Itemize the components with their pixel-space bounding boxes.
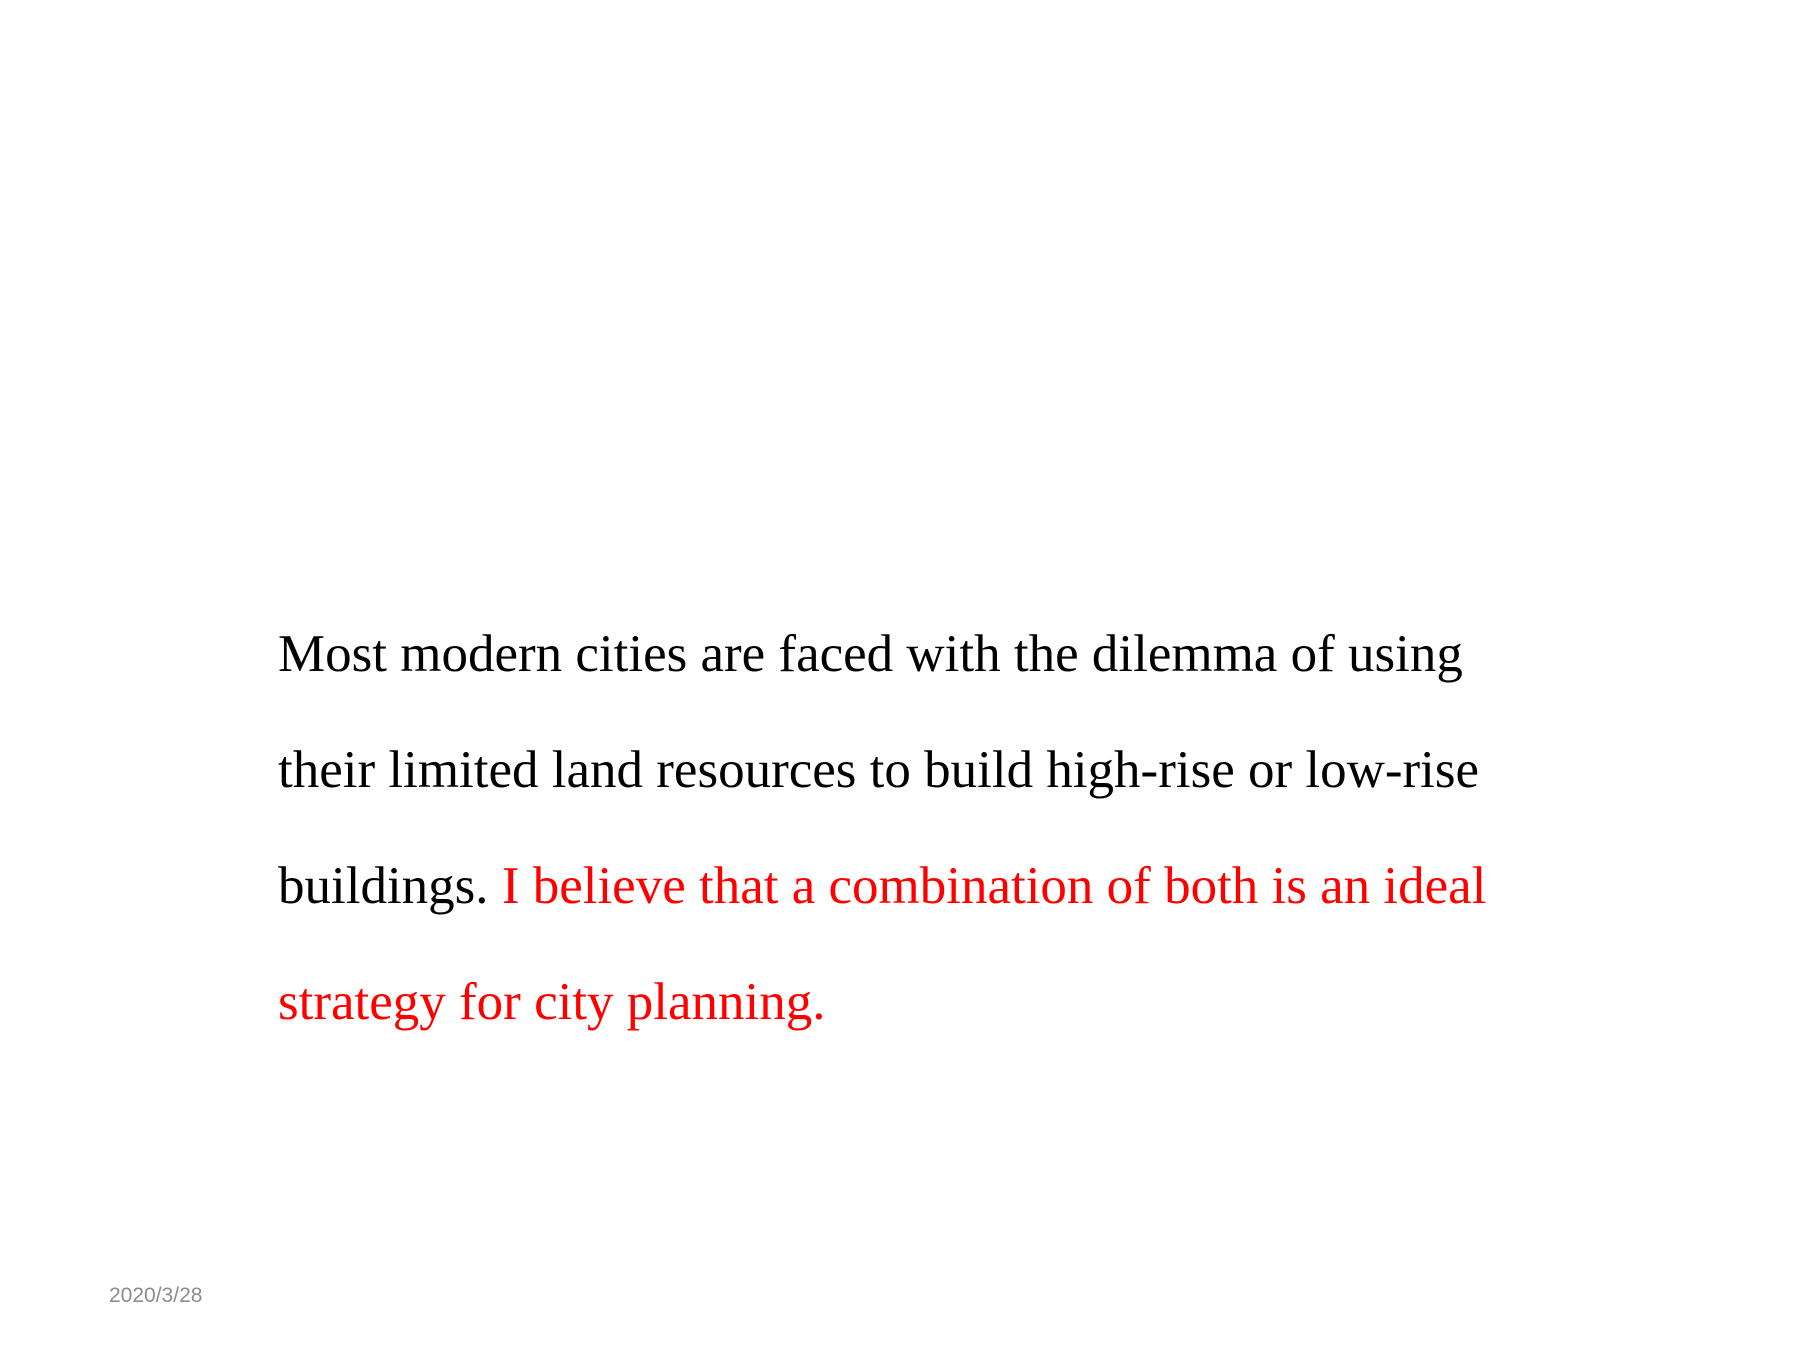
- emphasized-text: strategy for city planning.: [278, 973, 826, 1031]
- footer-date: 2020/3/28: [109, 1284, 202, 1308]
- paragraph-line-1: Most modern cities are faced with the di…: [278, 617, 1578, 733]
- paragraph-line-3: buildings. I believe that a combination …: [278, 849, 1578, 965]
- slide-paragraph: Most modern cities are faced with the di…: [278, 617, 1578, 1081]
- plain-text: Most modern cities are faced with the di…: [278, 625, 1463, 683]
- paragraph-line-2: their limited land resources to build hi…: [278, 733, 1578, 849]
- emphasized-text: I believe that a combination of both is …: [502, 857, 1487, 915]
- plain-text: buildings.: [278, 857, 502, 915]
- paragraph-line-4: strategy for city planning.: [278, 965, 1578, 1081]
- plain-text: their limited land resources to build hi…: [278, 741, 1479, 799]
